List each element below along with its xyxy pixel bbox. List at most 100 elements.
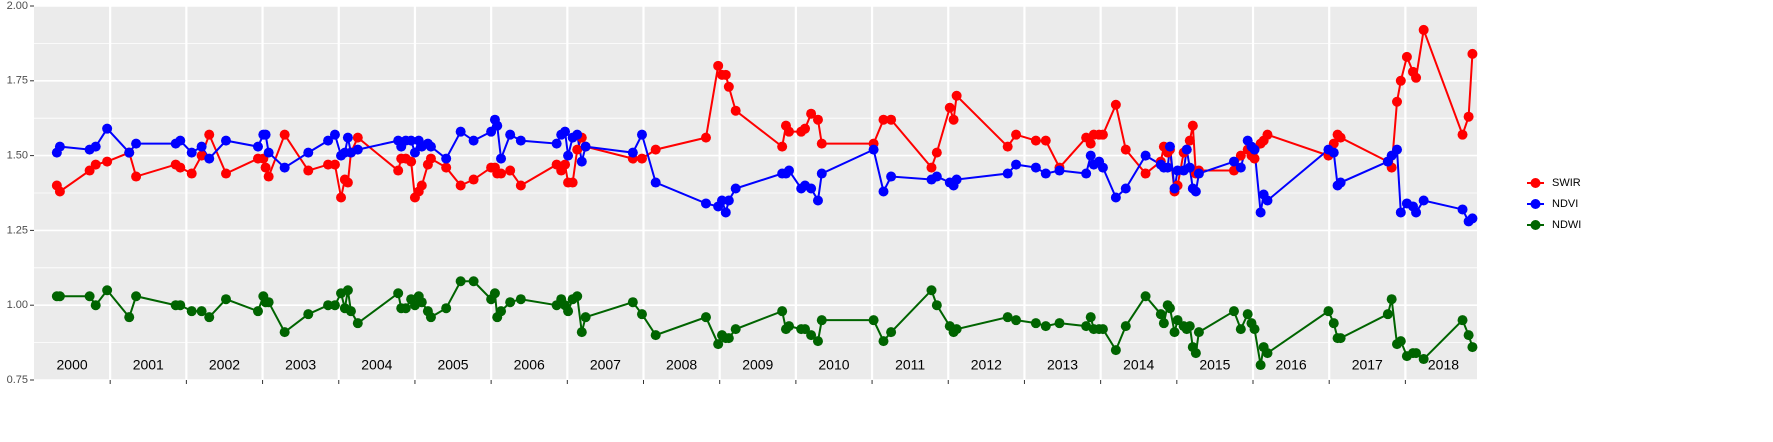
point: [84, 165, 95, 176]
point: [329, 300, 340, 311]
point: [1467, 48, 1478, 59]
year-label: 2014: [1123, 357, 1154, 373]
point: [1120, 183, 1131, 194]
point: [868, 315, 879, 326]
point: [800, 123, 811, 134]
point: [1335, 132, 1346, 143]
point: [441, 162, 452, 173]
point: [1184, 162, 1195, 173]
point: [441, 153, 452, 164]
point: [650, 177, 661, 188]
point: [84, 291, 95, 302]
point: [352, 318, 363, 329]
point: [468, 276, 479, 287]
point: [1030, 318, 1041, 329]
year-label: 2006: [514, 357, 545, 373]
point: [1262, 348, 1273, 359]
point: [1184, 321, 1195, 332]
point: [1054, 318, 1065, 329]
point: [1002, 168, 1013, 179]
point: [1140, 150, 1151, 161]
point: [336, 192, 347, 203]
point: [303, 165, 314, 176]
y-tick-label: 1.75: [7, 75, 28, 87]
point: [102, 285, 113, 296]
year-label: 2005: [437, 357, 468, 373]
point: [1164, 303, 1175, 314]
point: [730, 324, 741, 335]
point: [1011, 315, 1022, 326]
point: [1097, 324, 1108, 335]
point: [567, 177, 578, 188]
point: [777, 306, 788, 317]
point: [650, 144, 661, 155]
point: [886, 171, 897, 182]
point: [1228, 306, 1239, 317]
point: [54, 291, 65, 302]
point: [1262, 195, 1273, 206]
point: [489, 288, 500, 299]
point: [878, 336, 889, 347]
year-label: 2016: [1276, 357, 1307, 373]
point: [1395, 207, 1406, 218]
point: [1193, 168, 1204, 179]
point: [560, 126, 571, 137]
year-label: 2004: [361, 357, 392, 373]
point: [393, 288, 404, 299]
point: [1235, 324, 1246, 335]
point: [1228, 156, 1239, 167]
point: [1392, 96, 1403, 107]
point: [1457, 129, 1468, 140]
point: [345, 306, 356, 317]
point: [700, 312, 711, 323]
point: [1193, 327, 1204, 338]
point: [252, 141, 263, 152]
point: [931, 171, 942, 182]
point: [90, 159, 101, 170]
point: [1386, 294, 1397, 305]
point: [1172, 315, 1183, 326]
point: [931, 300, 942, 311]
year-label: 2018: [1428, 357, 1459, 373]
point: [400, 303, 411, 314]
year-label: 2017: [1352, 357, 1383, 373]
point: [1463, 330, 1474, 341]
point: [186, 306, 197, 317]
point: [563, 306, 574, 317]
point: [515, 294, 526, 305]
point: [627, 297, 638, 308]
point: [263, 297, 274, 308]
point: [730, 105, 741, 116]
point: [455, 126, 466, 137]
point: [1190, 348, 1201, 359]
legend-key: [1530, 199, 1541, 209]
point: [886, 114, 897, 125]
point: [1395, 336, 1406, 347]
point: [1467, 342, 1478, 353]
point: [551, 138, 562, 149]
point: [700, 198, 711, 209]
point: [951, 324, 962, 335]
year-label: 2002: [209, 357, 240, 373]
point: [1242, 309, 1253, 320]
point: [416, 180, 427, 191]
point: [175, 135, 186, 146]
point: [196, 306, 207, 317]
point: [1110, 345, 1121, 356]
point: [720, 207, 731, 218]
point: [931, 147, 942, 158]
point: [425, 312, 436, 323]
year-label: 2011: [895, 357, 925, 373]
point: [409, 147, 420, 158]
point: [1411, 348, 1422, 359]
point: [505, 165, 516, 176]
point: [1085, 312, 1096, 323]
point: [636, 153, 647, 164]
y-tick-label: 1.50: [7, 150, 28, 162]
point: [730, 183, 741, 194]
point: [1011, 159, 1022, 170]
y-tick-label: 0.75: [7, 374, 28, 386]
year-label: 2009: [742, 357, 773, 373]
point: [944, 102, 955, 113]
